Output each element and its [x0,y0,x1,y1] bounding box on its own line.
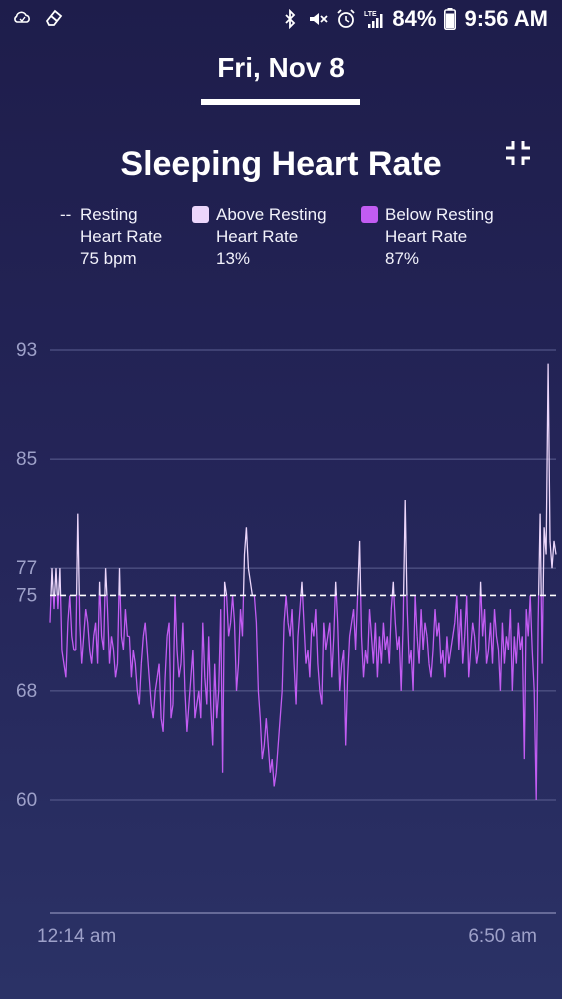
heart-rate-chart: 93 85 77 75 68 60 12:14 am 6:50 am [16,340,560,947]
date-tab-indicator [201,99,360,105]
legend-dash-marker: -- [60,205,72,224]
date-title[interactable]: Fri, Nov 8 [217,52,345,83]
legend-resting: -- Resting Heart Rate 75 bpm [60,204,163,270]
y-tick-label: 60 [16,790,37,811]
cloud-sync-icon [14,11,30,23]
below-resting-series [49,595,544,801]
legend-resting-line-2: Heart Rate [80,227,163,246]
legend-resting-line-1: Resting [80,205,138,224]
legend-below-value: 87% [385,249,420,268]
vibrate-mute-icon [310,13,329,25]
legend-above-line-2: Heart Rate [216,227,299,246]
legend-above-value: 13% [216,249,251,268]
legend-below-swatch [361,206,378,223]
y-tick-label: 93 [16,340,37,361]
alarm-icon [337,9,356,28]
legend-above: Above Resting Heart Rate 13% [192,204,327,270]
x-start-label: 12:14 am [37,926,116,947]
legend-below-line-2: Heart Rate [385,227,468,246]
status-bar: LTE 84% 9:56 AM [0,0,562,38]
battery-percent: 84% [392,6,437,31]
bluetooth-icon [285,9,296,29]
y-tick-label: 77 [16,558,37,579]
legend-below-line-1: Below Resting [385,205,494,224]
lte-signal-icon: LTE [364,11,383,28]
svg-text:LTE: LTE [364,11,377,18]
battery-icon [444,8,457,30]
y-tick-label: 75 [16,585,37,606]
collapse-icon[interactable] [502,137,534,169]
legend-below: Below Resting Heart Rate 87% [361,204,494,270]
x-end-label: 6:50 am [468,926,537,947]
eraser-icon [45,9,63,26]
y-tick-label: 85 [16,449,37,470]
legend-resting-value: 75 bpm [80,249,137,268]
legend-above-line-1: Above Resting [216,205,327,224]
above-resting-series [50,363,557,597]
y-tick-label: 68 [16,681,37,702]
chart-title: Sleeping Heart Rate [120,145,442,183]
clock-time: 9:56 AM [464,6,548,31]
legend-above-swatch [192,206,209,223]
